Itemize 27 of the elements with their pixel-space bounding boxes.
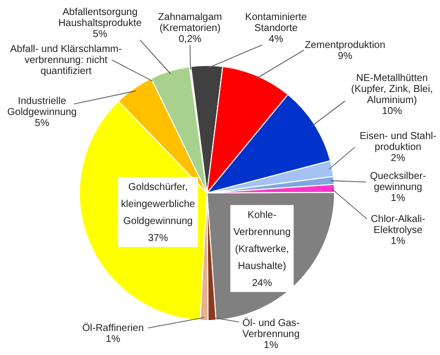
data-label: 1% [106,334,120,345]
slice-label: Zahnamalgam (Krematorien) [158,12,222,34]
slice-label: Quecksilber- gewinnung [370,170,426,193]
slice-label: Eisen- und Stahl- produktion [360,130,436,153]
slice-label: Goldschürfer, kleingewerbliche Goldgewinnung [121,182,196,227]
slice-label: Industrielle Goldgewinnung [7,96,77,118]
slice-label: Kohle- Verbrennung (Kraftwerke, Haushalte) [233,210,291,272]
slice-label: Öl- und Gas- Verbrennung [242,316,300,340]
slice-label: Kontaminierte Standorte [245,12,308,34]
data-label: 24% [252,278,272,289]
data-label: 1% [390,192,406,204]
slice-label: Öl-Raffinerien [82,322,144,334]
data-label: 2% [390,152,406,164]
data-label: 9% [338,50,352,62]
data-label: 4% [268,34,284,45]
data-label: 37% [148,232,168,244]
data-label: 10% [382,106,402,117]
data-label: 5% [92,28,108,40]
data-label: 0,2% [178,34,202,45]
slice-label: NE-Metallhütten (Kupfer, Zink, Blei, Aluminium) [351,72,433,106]
data-label: 1% [390,236,406,247]
slice-label: Zementproduktion [304,40,386,51]
data-label: 1% [264,340,278,351]
slice-label: Chlor-Alkali- Elektrolyse [370,214,426,236]
category-label: Abfall- und Klärschlamm- verbrennung: nicht quantifiziert [10,44,122,77]
slice-label: Abfallentsorgung Haushaltsprodukte [58,6,142,29]
data-label: 5% [34,118,50,129]
